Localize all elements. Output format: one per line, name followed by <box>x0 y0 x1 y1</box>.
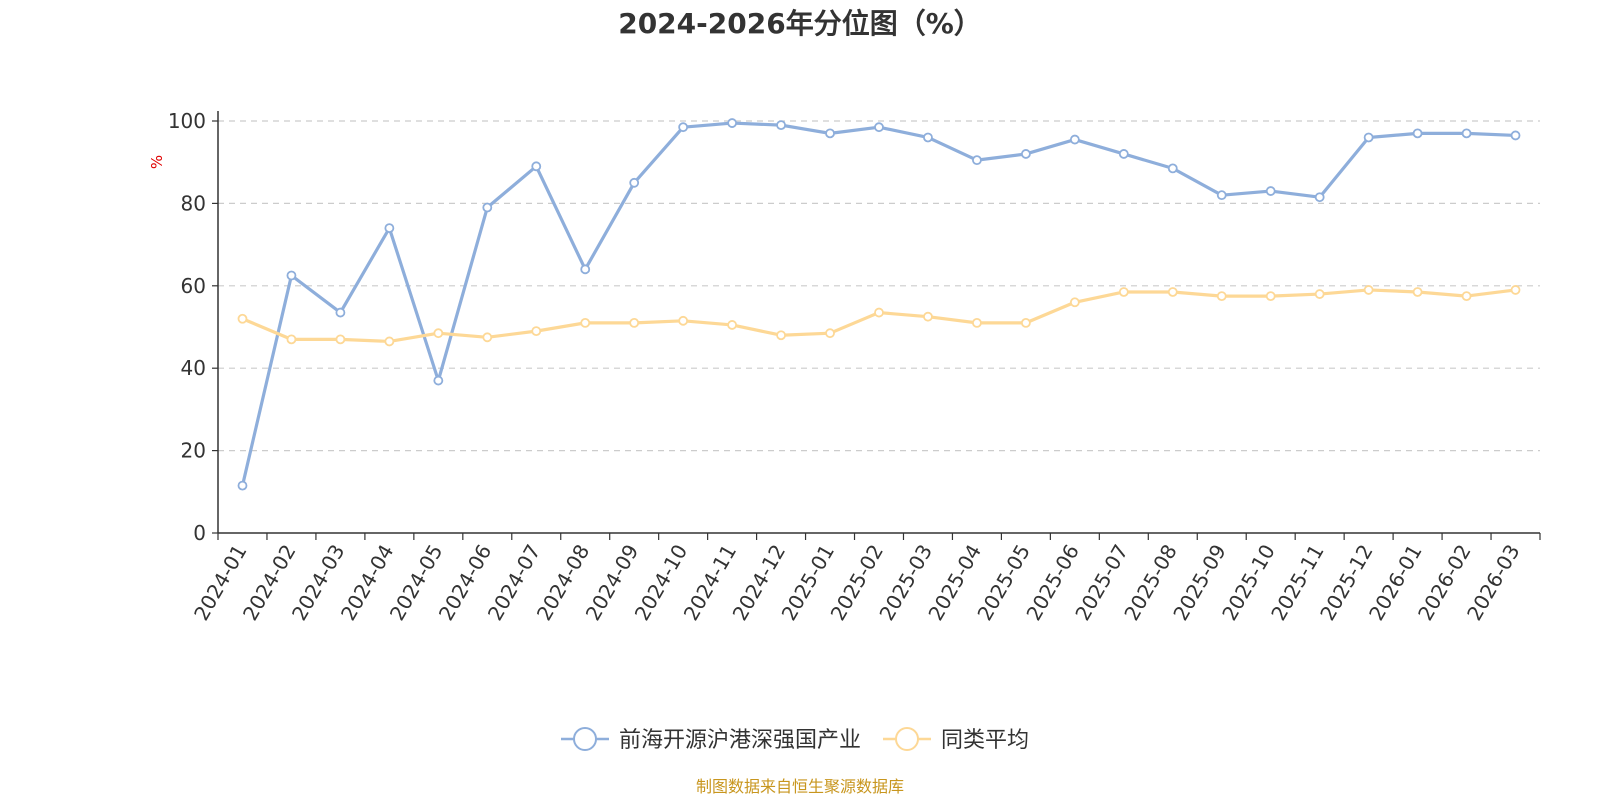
data-point[interactable] <box>1363 132 1374 143</box>
data-point[interactable] <box>1363 285 1374 295</box>
data-point[interactable] <box>1314 289 1325 299</box>
legend-label: 前海开源沪港深强国产业 <box>619 728 861 753</box>
data-point[interactable] <box>384 336 395 347</box>
data-point[interactable] <box>1314 192 1325 203</box>
data-point[interactable] <box>874 307 884 318</box>
data-point[interactable] <box>1461 128 1472 139</box>
data-point[interactable] <box>629 317 640 328</box>
data-point[interactable] <box>1118 149 1129 159</box>
data-point[interactable] <box>286 270 297 281</box>
source-note: 制图数据来自恒生聚源数据库 <box>696 777 904 796</box>
data-point[interactable] <box>1461 291 1472 302</box>
data-point[interactable] <box>580 317 591 328</box>
data-point[interactable] <box>1510 130 1521 141</box>
data-point[interactable] <box>1510 285 1521 295</box>
data-point[interactable] <box>1216 190 1227 201</box>
data-point[interactable] <box>874 122 884 133</box>
data-point[interactable] <box>1069 297 1080 308</box>
legend-item-1[interactable]: 同类平均 <box>883 727 1029 753</box>
data-point[interactable] <box>727 320 738 330</box>
legend-label: 同类平均 <box>941 728 1029 753</box>
data-point[interactable] <box>237 313 248 324</box>
data-point[interactable] <box>1216 291 1227 302</box>
data-point[interactable] <box>1118 287 1129 297</box>
data-point[interactable] <box>727 118 738 128</box>
data-point[interactable] <box>825 328 835 339</box>
axes: 0204060801002024-012024-022024-032024-04… <box>168 109 1541 625</box>
legend[interactable]: 前海开源沪港深强国产业 同类平均 <box>561 727 1029 753</box>
y-tick-label: 60 <box>181 274 206 298</box>
data-point[interactable] <box>972 317 982 328</box>
data-point[interactable] <box>678 122 689 133</box>
data-point[interactable] <box>482 332 493 343</box>
series-0 <box>237 118 1521 491</box>
data-point[interactable] <box>825 128 835 139</box>
data-point[interactable] <box>776 120 786 131</box>
data-point[interactable] <box>1167 287 1178 297</box>
y-tick-label: 80 <box>181 191 206 215</box>
data-point[interactable] <box>1020 317 1031 328</box>
data-point[interactable] <box>384 223 395 234</box>
data-point[interactable] <box>580 264 591 275</box>
data-point[interactable] <box>1412 128 1423 139</box>
y-tick-label: 40 <box>181 356 206 380</box>
series-line <box>240 121 1516 486</box>
chart-title: 2024-2026年分位图（%） <box>618 7 982 40</box>
data-point[interactable] <box>972 155 982 166</box>
gridlines <box>218 120 1540 452</box>
y-tick-label: 20 <box>181 439 206 463</box>
legend-swatch-marker <box>895 727 919 751</box>
legend-swatch-marker <box>573 727 597 751</box>
data-point[interactable] <box>237 480 248 491</box>
data-point[interactable] <box>335 334 346 345</box>
data-point[interactable] <box>531 326 542 337</box>
data-point[interactable] <box>531 161 542 172</box>
data-point[interactable] <box>678 315 689 326</box>
data-point[interactable] <box>776 330 786 341</box>
data-point[interactable] <box>433 375 444 386</box>
data-point[interactable] <box>1412 287 1423 297</box>
data-point[interactable] <box>1167 163 1178 174</box>
data-point[interactable] <box>923 132 933 143</box>
data-point[interactable] <box>1265 186 1276 196</box>
y-tick-label: 0 <box>193 521 206 545</box>
data-point[interactable] <box>482 202 493 213</box>
data-point[interactable] <box>433 328 444 339</box>
data-point[interactable] <box>629 177 640 188</box>
series-1 <box>237 285 1521 347</box>
y-tick-label: 100 <box>168 109 206 133</box>
data-point[interactable] <box>1265 291 1276 302</box>
y-axis-unit: % <box>148 155 166 169</box>
legend-item-0[interactable]: 前海开源沪港深强国产业 <box>561 727 861 753</box>
data-point[interactable] <box>335 307 346 318</box>
data-point[interactable] <box>1069 134 1080 145</box>
data-point[interactable] <box>286 334 297 345</box>
series-lines <box>237 118 1521 491</box>
data-point[interactable] <box>1020 149 1031 159</box>
data-point[interactable] <box>923 311 933 322</box>
